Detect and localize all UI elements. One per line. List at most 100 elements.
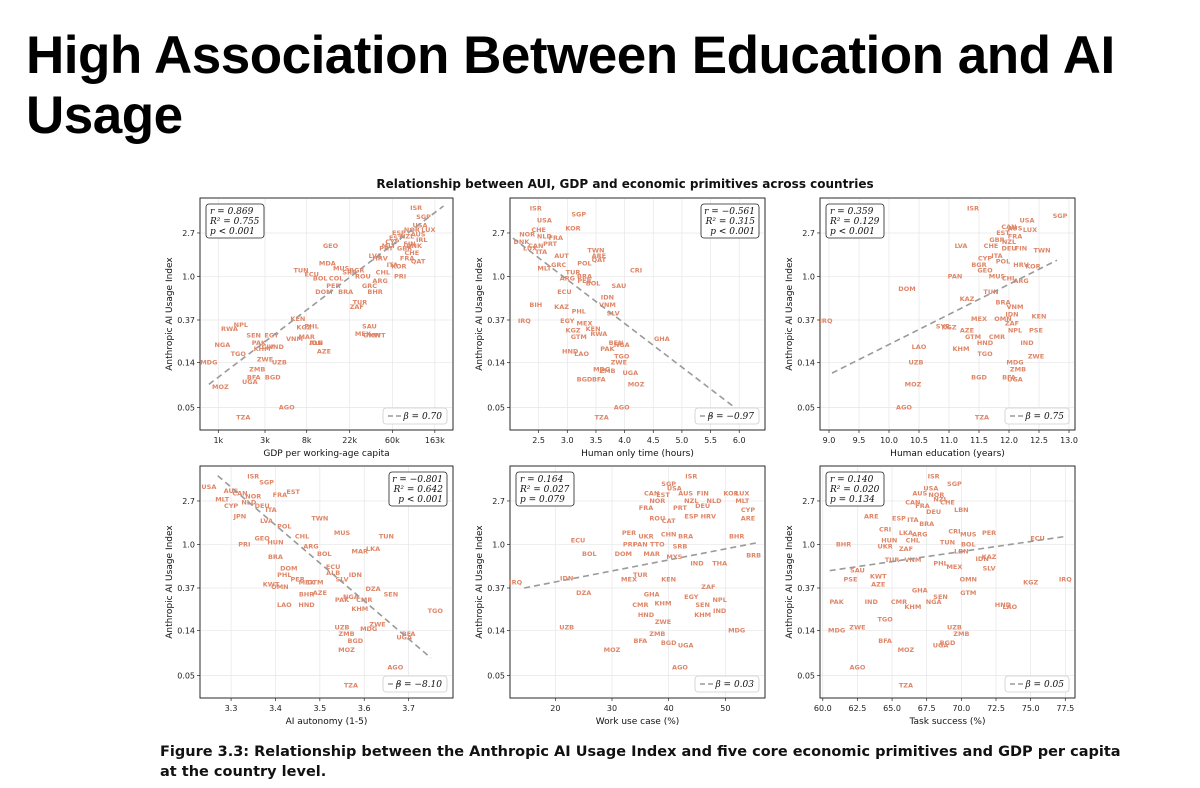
data-point-label: OMN bbox=[363, 331, 380, 339]
data-point-label: MUS bbox=[989, 272, 1006, 280]
data-point-label: AZE bbox=[871, 581, 885, 589]
x-tick-label: 77.5 bbox=[1056, 704, 1074, 713]
data-point-label: MAR bbox=[643, 550, 660, 558]
stats-box-frame bbox=[205, 203, 265, 239]
data-point-label: AUS bbox=[912, 490, 927, 498]
data-point-label: TZA bbox=[595, 413, 609, 421]
stats-box-frame bbox=[388, 471, 448, 507]
x-tick-label: 60k bbox=[385, 436, 400, 445]
data-point-label: BGD bbox=[348, 637, 364, 645]
data-point-label: LVA bbox=[260, 517, 273, 525]
data-point-label: LKA bbox=[366, 545, 380, 553]
data-point-label: FRA bbox=[915, 502, 929, 510]
data-point-label: HUN bbox=[267, 538, 283, 546]
stats-line: R² = 0.755 bbox=[209, 217, 260, 227]
data-point-label: PER bbox=[622, 529, 636, 537]
data-point-label: FRA bbox=[1008, 232, 1022, 240]
data-point-label: POL bbox=[277, 523, 291, 531]
data-point-label: NZL bbox=[400, 232, 414, 240]
stats-line: r = −0.801 bbox=[392, 475, 443, 485]
data-point-label: USA bbox=[537, 216, 552, 224]
data-point-label: MEX bbox=[355, 330, 371, 338]
data-point-label: ARE bbox=[592, 252, 606, 260]
x-axis-label: Human only time (hours) bbox=[581, 449, 694, 459]
data-point-label: TGO bbox=[428, 607, 444, 615]
data-point-label: KEN bbox=[290, 315, 305, 323]
data-point-label: KWT bbox=[263, 581, 280, 589]
legend-label: β = 0.75 bbox=[1024, 412, 1064, 422]
data-point-label: KAZ bbox=[554, 303, 569, 311]
data-point-label: SEN bbox=[246, 331, 261, 339]
data-point-label: PER bbox=[291, 575, 305, 583]
stats-box-frame bbox=[825, 471, 885, 507]
data-point-label: TUN bbox=[983, 288, 998, 296]
stats-box-frame bbox=[825, 203, 885, 239]
x-tick-label: 3.5 bbox=[590, 436, 603, 445]
y-tick-label: 0.05 bbox=[797, 404, 815, 413]
data-point-label: PHL bbox=[305, 322, 319, 330]
data-point-label: IRL bbox=[416, 236, 428, 244]
data-point-label: BRB bbox=[746, 551, 761, 559]
data-point-label: NZL bbox=[1002, 238, 1016, 246]
data-point-label: BEN bbox=[609, 339, 624, 347]
legend-label: β = −8.10 bbox=[395, 680, 442, 690]
data-point-label: TGO bbox=[614, 353, 630, 361]
data-point-label: AZE bbox=[960, 327, 974, 335]
data-point-label: HRV bbox=[372, 255, 387, 263]
x-tick-label: 13.0 bbox=[1060, 436, 1078, 445]
data-point-label: NGA bbox=[214, 341, 230, 349]
data-point-label: PAK bbox=[252, 339, 267, 347]
y-tick-label: 0.37 bbox=[487, 584, 505, 593]
data-point-label: GEO bbox=[977, 266, 993, 274]
data-point-label: ZAF bbox=[1005, 320, 1019, 328]
x-tick-label: 22k bbox=[342, 436, 357, 445]
data-point-label: BGD bbox=[940, 639, 956, 647]
data-point-label: KAZ bbox=[982, 553, 997, 561]
plot-border bbox=[199, 465, 454, 699]
x-tick-label: 20 bbox=[550, 704, 560, 713]
data-point-label: CHL bbox=[1002, 275, 1016, 283]
data-point-label: GRC bbox=[362, 282, 377, 290]
stats-line: r = 0.140 bbox=[830, 475, 874, 485]
chart-panel-5: 20 30 40 50 0.05 0.14 0.37 1.0 2.7 Work use case … bbox=[475, 465, 766, 727]
data-point-label: BRA bbox=[577, 272, 592, 280]
data-point-label: CHE bbox=[984, 242, 999, 250]
data-point-label: GHA bbox=[644, 590, 660, 598]
data-point-label: LUX bbox=[421, 226, 435, 234]
data-point-label: LAO bbox=[277, 601, 292, 609]
legend: β = −8.10 bbox=[382, 675, 448, 693]
x-axis-label: AI autonomy (1-5) bbox=[286, 717, 368, 727]
y-tick-label: 2.7 bbox=[182, 497, 195, 506]
data-point-label: COL bbox=[329, 275, 343, 283]
data-point-label: GBR bbox=[397, 244, 412, 252]
stats-line: p < 0.001 bbox=[710, 227, 755, 237]
data-point-label: MAR bbox=[352, 548, 369, 556]
legend-label: β = −0.97 bbox=[707, 412, 754, 422]
data-point-label: MAR bbox=[298, 333, 315, 341]
data-point-label: NZL bbox=[684, 497, 698, 505]
data-point-label: ITA bbox=[265, 506, 276, 514]
data-point-label: CMR bbox=[891, 598, 907, 606]
stats-line: r = 0.869 bbox=[210, 207, 254, 217]
data-point-label: EGY bbox=[264, 331, 279, 339]
data-point-label: JPN bbox=[233, 512, 247, 520]
data-point-label: CAN bbox=[644, 490, 659, 498]
data-point-label: TWN bbox=[311, 515, 328, 523]
data-point-label: CAN bbox=[905, 499, 920, 507]
data-point-label: KEN bbox=[1032, 313, 1047, 321]
data-point-label: HND bbox=[995, 601, 1012, 609]
y-tick-label: 1.0 bbox=[182, 540, 195, 549]
data-point-label: ECU bbox=[1030, 534, 1045, 542]
x-tick-label: 3.4 bbox=[269, 704, 282, 713]
data-point-label: PSE bbox=[844, 575, 858, 583]
data-point-label: BRA bbox=[919, 520, 934, 528]
data-point-label: KGZ bbox=[941, 324, 956, 332]
data-point-label: PHL bbox=[572, 307, 586, 315]
data-point-label: NOR bbox=[649, 497, 665, 505]
data-point-label: SEN bbox=[933, 593, 948, 601]
data-point-label: LAO bbox=[1003, 603, 1018, 611]
data-point-label: DEU bbox=[1001, 244, 1016, 252]
